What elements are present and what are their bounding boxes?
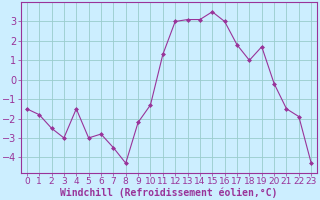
X-axis label: Windchill (Refroidissement éolien,°C): Windchill (Refroidissement éolien,°C): [60, 187, 278, 198]
